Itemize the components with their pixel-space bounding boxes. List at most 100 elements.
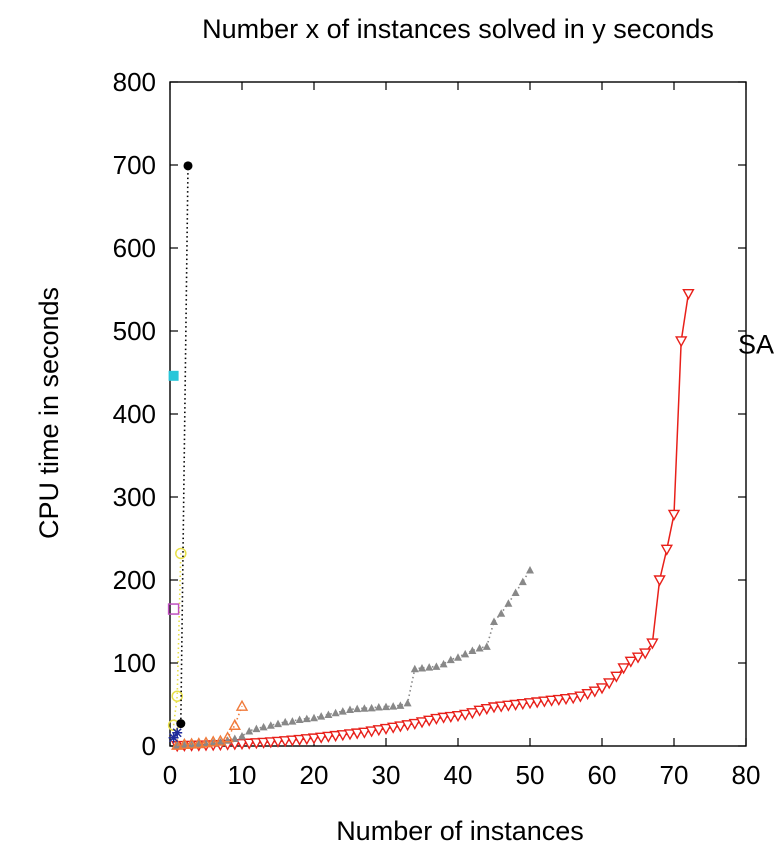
series-1-point	[230, 734, 239, 743]
y-tick-label: 500	[113, 316, 156, 346]
x-axis-label: Number of instances	[336, 816, 584, 846]
series-1-point	[194, 739, 203, 748]
series-3	[167, 547, 187, 731]
series-0-point	[581, 689, 594, 701]
series-0-point	[588, 686, 601, 698]
series-1-point	[310, 713, 318, 722]
chart-title: Number x of instances solved in y second…	[202, 14, 714, 44]
series-0-point	[451, 711, 465, 723]
x-tick-label: 30	[372, 760, 401, 790]
series-1-point	[252, 724, 261, 733]
series-0-point	[459, 709, 472, 721]
series-0-point	[365, 726, 378, 738]
y-tick-label: 600	[113, 233, 156, 263]
y-tick-label: 300	[113, 482, 156, 512]
series-6-point	[183, 161, 193, 171]
series-0-point	[624, 656, 637, 668]
series-1-point	[374, 702, 383, 711]
series-0	[171, 288, 695, 753]
series-layer	[167, 161, 695, 753]
series-1-point	[439, 659, 448, 668]
y-tick-label: 400	[113, 399, 156, 429]
series-0-point	[271, 736, 285, 748]
x-tick-label: 60	[588, 760, 617, 790]
series-1-point	[475, 644, 484, 652]
series-1-point	[418, 663, 426, 672]
x-tick-label: 70	[660, 760, 689, 790]
series-0-point	[538, 696, 551, 708]
series-0-point	[329, 730, 342, 743]
series-7-point	[172, 727, 183, 738]
series-0-point	[394, 721, 407, 733]
series-5-point	[168, 370, 179, 381]
series-0-point	[264, 737, 277, 749]
y-tick-label: 100	[113, 648, 156, 678]
series-1-point	[288, 717, 297, 725]
series-0-point	[343, 729, 357, 741]
series-1-point	[504, 599, 513, 607]
x-tick-label: 80	[732, 760, 761, 790]
series-0-point	[682, 288, 695, 301]
series-2-point	[178, 737, 191, 750]
series-0-point	[487, 702, 501, 714]
series-0-point	[351, 728, 364, 740]
series-0-point	[516, 698, 529, 711]
series-1-point	[511, 588, 520, 596]
series-0-point	[667, 509, 681, 521]
series-1-point	[324, 710, 333, 718]
series-3-line	[172, 553, 182, 726]
series-1-point	[518, 577, 527, 586]
x-tick-label: 10	[228, 760, 257, 790]
series-4-point	[167, 603, 180, 615]
series-0-point	[495, 701, 508, 713]
series-1-point	[245, 727, 254, 735]
series-7	[168, 727, 183, 743]
plot-frame	[169, 81, 747, 747]
series-0-point	[502, 700, 515, 712]
series-0-point	[315, 732, 328, 744]
series-1-point	[526, 566, 534, 574]
series-1-point	[259, 722, 268, 731]
labels-layer: SA	[738, 330, 774, 360]
series-0-point	[646, 638, 659, 650]
series-1-point	[432, 662, 441, 670]
series-0-point	[430, 713, 443, 726]
y-tick-label: 700	[113, 150, 156, 180]
series-1	[173, 566, 534, 749]
series-0-point	[473, 705, 486, 717]
series-0-point	[401, 720, 414, 732]
series-0-point	[372, 725, 385, 737]
series-1-point	[425, 663, 434, 671]
series-0-point	[639, 648, 652, 660]
series-0-point	[610, 671, 623, 683]
series-1-point	[281, 717, 290, 726]
series-1-point	[360, 704, 369, 712]
series-3-point	[171, 690, 183, 702]
series-1-point	[367, 703, 376, 712]
series-2-point	[235, 699, 249, 711]
series-1-point	[274, 719, 282, 728]
series-0-point	[257, 737, 270, 749]
series-1-point	[490, 617, 498, 625]
series-1-point	[461, 649, 470, 658]
series-0-point	[559, 693, 573, 706]
y-tick-label: 200	[113, 565, 156, 595]
series-1-point	[266, 721, 275, 729]
series-2-point	[207, 735, 220, 747]
series-0-point	[423, 715, 436, 727]
series-0-point	[243, 738, 256, 750]
series-0-point	[293, 734, 306, 746]
series-1-point	[382, 702, 390, 711]
series-0-point	[653, 575, 666, 587]
series-0-point	[552, 694, 565, 706]
series-0-point	[531, 697, 544, 709]
series-0-point	[545, 695, 558, 707]
series-0-point	[437, 712, 450, 724]
series-1-point	[389, 702, 398, 710]
series-0-point	[567, 693, 580, 705]
series-1-point	[302, 714, 311, 723]
series-0-point	[523, 698, 537, 710]
series-1-point	[482, 642, 491, 650]
series-1-point	[180, 740, 189, 749]
